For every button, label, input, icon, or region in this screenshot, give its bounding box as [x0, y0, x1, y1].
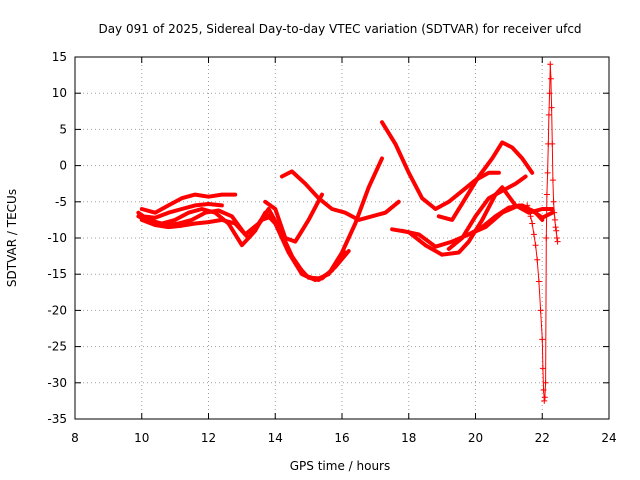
series-sat-g [279, 169, 401, 222]
y-axis: -35 -30 -25 -20 -15 -10 -5 0 5 10 15 [47, 50, 609, 426]
data-point [524, 202, 531, 209]
y-tick-label: -10 [47, 231, 67, 245]
x-tick-label: 16 [334, 431, 349, 445]
data-point [541, 397, 548, 404]
data-point [553, 227, 560, 234]
data-point [551, 209, 558, 216]
data-point [551, 216, 558, 223]
series-sat-e [139, 202, 224, 220]
y-tick-label: -20 [47, 303, 67, 317]
data-point [525, 206, 532, 213]
y-tick-label: -15 [47, 267, 67, 281]
x-tick-label: 20 [468, 431, 483, 445]
grid [75, 57, 609, 419]
series-sat-d [139, 192, 238, 215]
data-point [537, 307, 544, 314]
y-tick-label: 0 [59, 159, 67, 173]
y-tick-label: 10 [52, 86, 67, 100]
data-point [527, 213, 534, 220]
y-tick-label: -30 [47, 376, 67, 390]
series-sat-n [526, 64, 559, 401]
x-tick-label: 22 [535, 431, 550, 445]
data-point [548, 104, 555, 111]
data-point [541, 394, 548, 401]
series-layer [136, 61, 561, 404]
data-point [543, 191, 550, 198]
data-point [547, 61, 554, 68]
series-sat-k [436, 140, 535, 222]
series-sat-l [446, 174, 528, 251]
data-point [549, 140, 556, 147]
y-tick-label: -5 [55, 195, 67, 209]
series-sat-m [466, 203, 545, 237]
series-sat-h [380, 120, 501, 211]
x-tick-label: 18 [401, 431, 416, 445]
data-point [552, 224, 559, 231]
data-point [545, 111, 552, 118]
series-sat-f [263, 192, 324, 244]
x-tick-label: 8 [71, 431, 79, 445]
data-point [553, 235, 560, 241]
data-point [530, 231, 537, 238]
data-point [529, 220, 536, 227]
data-point [535, 278, 542, 285]
x-tick-label: 14 [268, 431, 283, 445]
chart-title: Day 091 of 2025, Sidereal Day-to-day VTE… [98, 22, 581, 36]
y-tick-label: 15 [52, 50, 67, 64]
data-point [534, 256, 541, 263]
y-axis-label: SDTVAR / TECUs [5, 189, 19, 287]
data-point [544, 169, 551, 176]
series-sat-i [390, 185, 555, 257]
data-point [547, 75, 554, 82]
data-point [542, 379, 549, 386]
x-axis-label: GPS time / hours [290, 459, 391, 473]
x-axis: 8 10 12 14 16 18 20 22 24 [71, 57, 617, 445]
x-tick-label: 12 [201, 431, 216, 445]
data-point [543, 235, 550, 241]
y-tick-label: 5 [59, 122, 67, 136]
data-point [532, 242, 539, 249]
y-tick-label: -35 [47, 412, 67, 426]
data-point [546, 90, 553, 97]
data-point [549, 177, 556, 184]
data-point [540, 387, 547, 394]
series-sat-c [139, 214, 351, 281]
x-tick-label: 10 [134, 431, 149, 445]
x-tick-label: 24 [601, 431, 616, 445]
y-tick-label: -25 [47, 340, 67, 354]
data-point [539, 336, 546, 343]
data-point [550, 198, 557, 205]
data-point [554, 238, 561, 245]
data-point [539, 365, 546, 372]
